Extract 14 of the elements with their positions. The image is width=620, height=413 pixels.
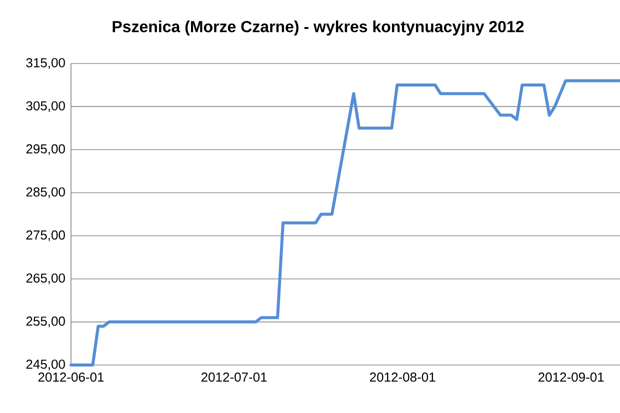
- x-tick-label: 2012-09-01: [538, 372, 604, 382]
- y-tick-label: 275,00: [26, 230, 65, 242]
- x-tick-label: 2012-07-01: [201, 372, 267, 382]
- y-tick-label: 305,00: [26, 101, 65, 112]
- y-tick-label: 255,00: [26, 316, 65, 328]
- x-tick-label: 2012-08-01: [370, 372, 436, 382]
- y-tick-label: 245,00: [26, 360, 65, 370]
- y-tick-label: 285,00: [26, 187, 65, 198]
- y-tick-label: 315,00: [26, 58, 65, 69]
- y-tick-label: 295,00: [26, 144, 65, 156]
- x-tick-label: 2012-06-01: [38, 372, 104, 382]
- y-tick-label: 265,00: [26, 273, 65, 284]
- chart-title: Pszenica (Morze Czarne) - wykres kontynuacyjny 2012: [112, 20, 524, 36]
- line-series: [70, 79, 620, 366]
